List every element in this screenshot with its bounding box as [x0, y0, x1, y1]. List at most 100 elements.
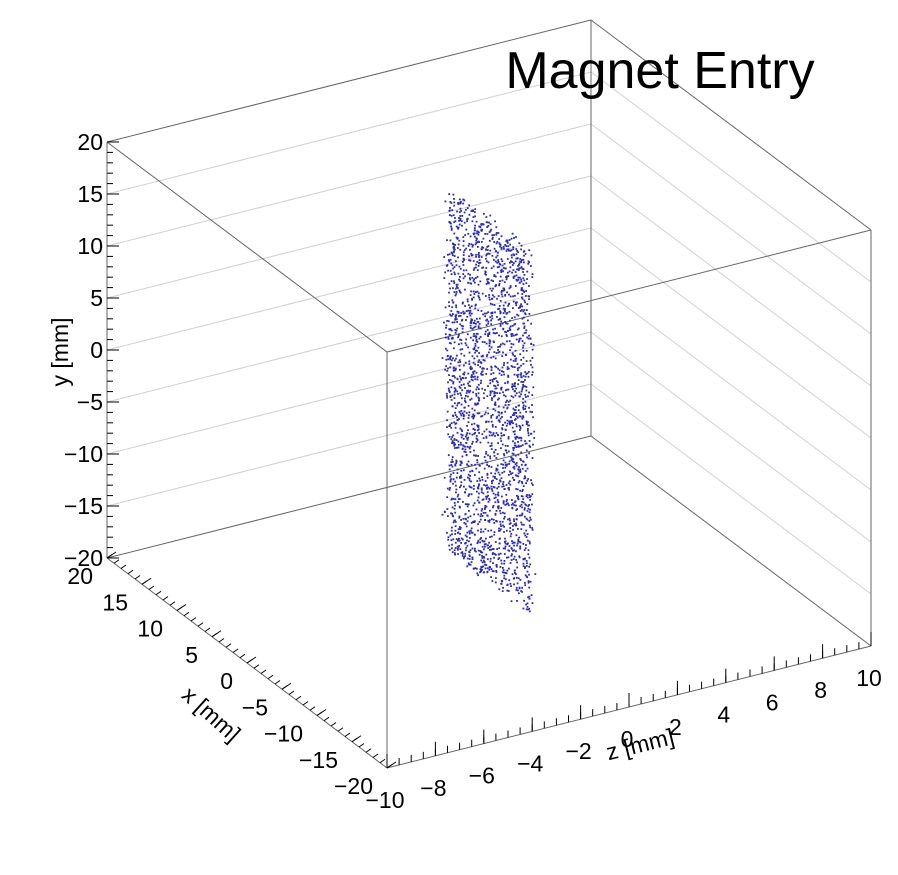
data-point [522, 485, 525, 487]
data-point [460, 352, 463, 355]
data-point [450, 498, 453, 501]
data-point [501, 471, 504, 474]
data-point [455, 318, 458, 321]
data-point [454, 369, 457, 372]
data-point [494, 377, 497, 380]
data-point [489, 557, 492, 560]
data-point [503, 515, 506, 518]
data-point [515, 488, 518, 490]
data-point [496, 487, 498, 490]
data-point [448, 548, 451, 551]
data-point [522, 258, 525, 261]
data-point [507, 436, 510, 438]
data-point [454, 407, 457, 409]
data-point [512, 412, 515, 415]
data-point [450, 473, 452, 476]
data-point [479, 336, 482, 338]
data-point [469, 563, 472, 566]
data-point [448, 260, 451, 263]
data-point [485, 452, 487, 455]
data-point [449, 479, 452, 482]
data-point [495, 226, 498, 229]
data-point [460, 428, 463, 431]
data-point [474, 335, 476, 337]
data-point [474, 277, 477, 279]
data-point [462, 417, 465, 420]
data-point [476, 230, 479, 233]
data-point [529, 359, 532, 362]
data-point [509, 266, 512, 269]
data-point [449, 239, 452, 242]
data-point [504, 330, 506, 333]
data-point [515, 302, 517, 304]
data-point [453, 507, 456, 510]
data-point [495, 366, 498, 369]
data-point [484, 459, 487, 462]
data-point [454, 541, 457, 544]
data-point [529, 516, 532, 519]
data-point [473, 357, 476, 360]
data-point [464, 401, 467, 404]
data-point [510, 585, 512, 587]
data-point [499, 312, 502, 315]
data-point [531, 493, 534, 496]
data-point [492, 287, 494, 290]
data-point [499, 479, 501, 482]
data-point [517, 383, 519, 386]
data-point [474, 342, 477, 345]
data-point [472, 244, 474, 246]
data-point [517, 379, 520, 381]
data-point [501, 424, 504, 426]
data-point [457, 528, 460, 531]
data-point [516, 474, 518, 477]
data-point [485, 428, 488, 431]
data-point [489, 431, 492, 434]
data-point [511, 426, 514, 429]
data-point [506, 258, 509, 260]
data-point [447, 336, 450, 339]
data-point [443, 277, 446, 279]
data-point [493, 522, 496, 524]
x-minor-tick [148, 585, 155, 590]
data-point [475, 394, 478, 397]
data-point [468, 204, 471, 207]
data-point [462, 444, 465, 447]
x-minor-tick [232, 648, 239, 653]
data-point [528, 452, 530, 455]
data-point [478, 412, 481, 415]
data-point [523, 477, 526, 480]
data-point [477, 233, 480, 236]
data-point [477, 246, 479, 248]
data-point [470, 254, 473, 257]
data-point [483, 561, 486, 563]
data-point [482, 266, 485, 269]
data-point [517, 314, 520, 317]
data-point [523, 332, 526, 334]
data-point [525, 449, 528, 452]
data-point [524, 464, 527, 467]
data-point [475, 435, 478, 437]
data-point [443, 321, 445, 324]
data-point [503, 531, 505, 533]
data-point [452, 287, 454, 290]
data-point [491, 317, 494, 320]
data-point [467, 304, 470, 306]
data-point [451, 506, 454, 509]
data-point [455, 491, 457, 494]
data-point [494, 327, 496, 330]
data-point [479, 280, 482, 283]
data-point [507, 303, 510, 306]
data-point [457, 553, 459, 555]
data-point [473, 513, 475, 516]
data-point [485, 254, 488, 257]
grid-line-y [106, 279, 592, 403]
data-point [492, 552, 494, 554]
data-point [497, 232, 500, 234]
data-point [497, 398, 499, 401]
data-point [475, 508, 478, 511]
data-point [515, 338, 518, 341]
data-point [512, 353, 514, 356]
data-point [512, 262, 515, 265]
data-point [457, 336, 459, 339]
data-point [445, 265, 448, 267]
